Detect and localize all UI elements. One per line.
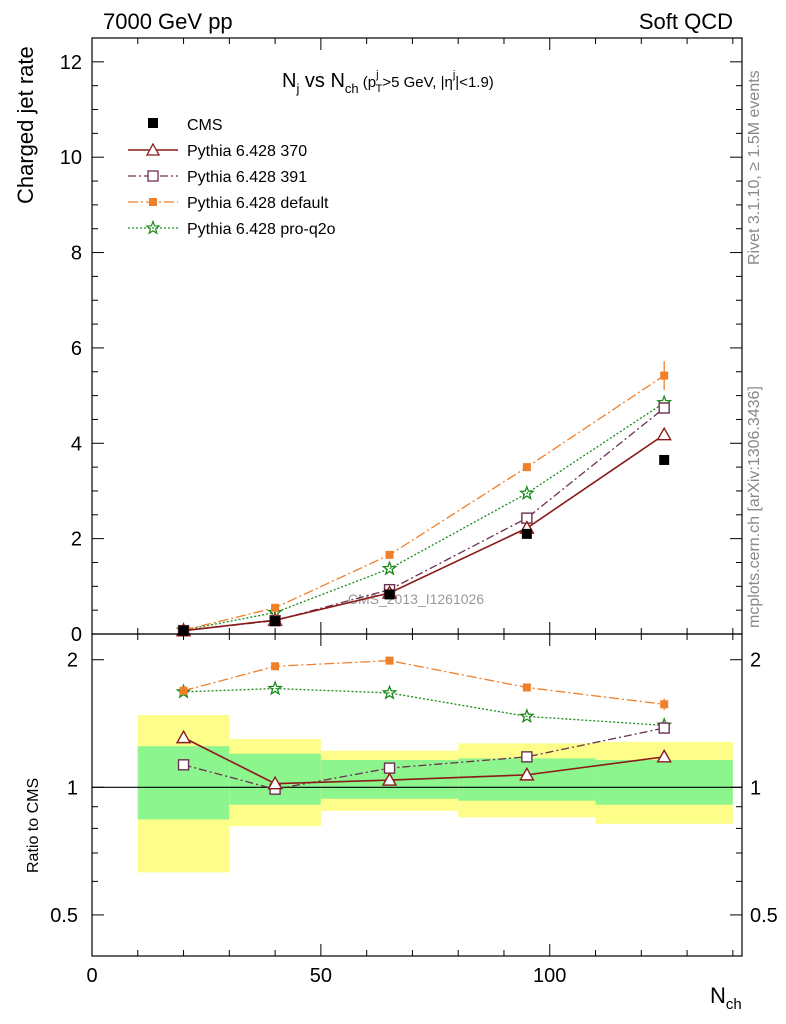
point-pythia-6-428-default-2 (385, 550, 394, 559)
point-cms-3 (521, 528, 532, 539)
x-tick-label-100: 100 (533, 965, 566, 987)
legend-item-pythia-370: Pythia 6.428 370 (128, 142, 307, 160)
point-pythia-6-428-pro-q2o-2 (381, 560, 398, 576)
chart-title: Nj vs Nch (pj T>5 GeV, |ηj|<1.9) (282, 69, 494, 96)
legend-item-pythia-pro-q2o: Pythia 6.428 pro-q2o (128, 219, 336, 238)
main-panel-series (175, 361, 673, 637)
ratio-tick-label-2: 2 (67, 650, 78, 672)
ratio-point-pythia-6-428-370-3 (519, 766, 535, 781)
point-cms-4 (659, 454, 670, 465)
point-cms-1 (270, 616, 281, 627)
x-axis-label: Nch (710, 983, 742, 1013)
legend-label-pythia-391: Pythia 6.428 391 (187, 169, 307, 186)
ratio-tick-label-1: 1 (67, 777, 78, 799)
legend-item-pythia-default: Pythia 6.428 default (128, 195, 329, 212)
legend-label-pythia-370: Pythia 6.428 370 (187, 143, 307, 160)
x-tick-label-0: 0 (86, 965, 97, 987)
ratio-panel-frame (91, 633, 743, 957)
ratio-point-pythia-6-428-370-0 (175, 729, 192, 744)
y-axis-label: Charged jet rate (13, 46, 38, 204)
ratio-point-pythia-6-428-default-1 (271, 662, 280, 671)
legend-label-pythia-pro-q2o: Pythia 6.428 pro-q2o (187, 221, 336, 238)
point-pythia-6-428-default-3 (522, 463, 531, 472)
x-tick-label-50: 50 (310, 965, 332, 987)
point-pythia-6-428-pro-q2o-3 (518, 484, 535, 501)
ratio-point-pythia-6-428-391-0 (177, 759, 190, 771)
band-inner-0 (137, 746, 230, 820)
ratio-point-pythia-6-428-default-2 (385, 656, 394, 665)
legend-marker-pythia-370 (145, 142, 161, 156)
ratio-axis-label: Ratio to CMS (25, 778, 42, 873)
mcplots-label: mcplots.cern.ch [arXiv:1306.3436] (746, 386, 763, 628)
ratio-line-pythia-6-428-pro-q2o (183, 687, 665, 727)
y-tick-label-2: 2 (71, 529, 82, 551)
ratio-tick-label-0.5: 0.5 (50, 905, 78, 927)
analysis-watermark: CMS_2013_I1261026 (348, 591, 484, 607)
ratio-point-pythia-6-428-default-3 (522, 683, 531, 692)
ratio-point-pythia-6-428-391-2 (383, 762, 396, 774)
legend-label-pythia-default: Pythia 6.428 default (187, 195, 329, 212)
legend-item-cms: CMS (148, 117, 223, 134)
point-pythia-6-428-391-4 (658, 402, 670, 414)
y-tick-label-10: 10 (60, 147, 82, 169)
y-tick-label-6: 6 (71, 338, 82, 360)
ratio-point-pythia-6-428-370-4 (656, 748, 672, 763)
legend-marker-cms (148, 118, 158, 128)
ratio-point-pythia-6-428-391-3 (521, 751, 533, 763)
energy-label: 7000 GeV pp (103, 9, 233, 34)
legend-marker-pythia-pro-q2o (145, 219, 161, 235)
ratio-point-pythia-6-428-391-4 (658, 722, 670, 734)
point-pythia-6-428-default-1 (271, 603, 280, 612)
point-pythia-6-428-370-4 (656, 426, 672, 441)
ratio-tick-label-right-2: 2 (750, 650, 761, 672)
ratio-uncertainty-bands (137, 715, 733, 873)
band-inner-4 (595, 760, 733, 805)
ratio-point-pythia-6-428-pro-q2o-2 (381, 684, 398, 700)
legend-item-pythia-391: Pythia 6.428 391 (128, 169, 307, 186)
legend: CMS Pythia 6.428 370 Pythia 6.428 391 Py… (128, 117, 336, 238)
point-cms-2 (384, 589, 395, 600)
ratio-point-pythia-6-428-370-2 (381, 772, 398, 786)
ratio-line-pythia-6-428-default (183, 659, 665, 705)
rivet-label: Rivet 3.1.10, ≥ 1.5M events (746, 70, 763, 265)
y-tick-label-0: 0 (71, 624, 82, 646)
ratio-point-pythia-6-428-370-1 (267, 775, 283, 790)
y-tick-label-8: 8 (71, 243, 82, 265)
y-tick-label-12: 12 (60, 52, 82, 74)
ratio-point-pythia-6-428-pro-q2o-3 (518, 708, 535, 724)
legend-label-cms: CMS (187, 117, 223, 134)
y-tick-label-4: 4 (71, 433, 82, 455)
legend-marker-pythia-391 (147, 170, 159, 182)
ratio-point-pythia-6-428-default-0 (179, 686, 188, 695)
ratio-point-pythia-6-428-pro-q2o-1 (267, 680, 284, 696)
category-label: Soft QCD (639, 9, 733, 34)
legend-marker-pythia-default (149, 198, 157, 206)
ratio-panel-series (175, 656, 673, 795)
ratio-tick-label-right-1: 1 (750, 777, 761, 799)
ratio-tick-label-right-0.5: 0.5 (750, 905, 778, 927)
